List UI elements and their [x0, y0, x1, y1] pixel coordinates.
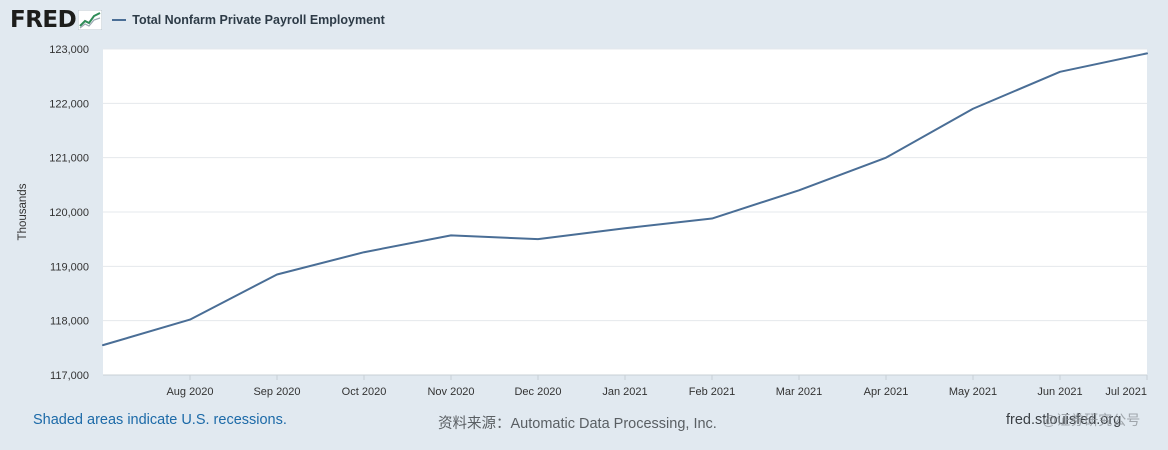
x-tick-label: May 2021	[949, 386, 997, 398]
x-tick-label: Oct 2020	[342, 386, 387, 398]
fred-logo[interactable]: FRED	[10, 6, 103, 33]
chart-legend[interactable]: Total Nonfarm Private Payroll Employment	[112, 13, 385, 27]
y-tick-label: 119,000	[50, 261, 89, 273]
source-note: 资料来源：Automatic Data Processing, Inc.	[438, 416, 717, 432]
watermark: @证券研究公号	[1042, 412, 1141, 428]
x-tick-label: Nov 2020	[427, 386, 474, 398]
x-tick-label: Jul 2021	[1105, 386, 1147, 398]
x-tick-label: Aug 2020	[166, 386, 213, 398]
legend-label: Total Nonfarm Private Payroll Employment	[132, 13, 385, 27]
x-tick-label: Jan 2021	[602, 386, 647, 398]
legend-swatch	[112, 19, 127, 21]
line-chart: 117,000 118,000 119,000 120,000 121,000 122,0…	[17, 44, 1148, 398]
x-tick-label: Apr 2021	[864, 386, 909, 398]
recession-note-link[interactable]: Shaded areas indicate U.S. recessions.	[33, 412, 287, 428]
fred-graph-icon	[78, 10, 103, 30]
y-tick-label: 118,000	[50, 316, 89, 328]
x-tick-label: Mar 2021	[776, 386, 822, 398]
y-tick-label: 121,000	[49, 153, 89, 165]
fred-logo-text: FRED	[10, 6, 77, 33]
y-tick-label: 120,000	[49, 207, 89, 219]
y-axis-title: Thousands	[17, 183, 29, 240]
y-tick-label: 117,000	[50, 370, 89, 382]
series-line	[102, 52, 1148, 347]
x-tick-label: Dec 2020	[514, 386, 561, 398]
y-tick-label: 123,000	[49, 44, 89, 56]
x-tick-label: Sep 2020	[253, 386, 300, 398]
x-tick-label: Jun 2021	[1037, 386, 1082, 398]
y-tick-label: 122,000	[49, 98, 89, 110]
x-tick-label: Feb 2021	[689, 386, 735, 398]
chart-header: FRED Total Nonfarm Private Payroll Emplo…	[10, 6, 385, 34]
site-link[interactable]: fred.stlouisfed.org	[1006, 412, 1122, 428]
